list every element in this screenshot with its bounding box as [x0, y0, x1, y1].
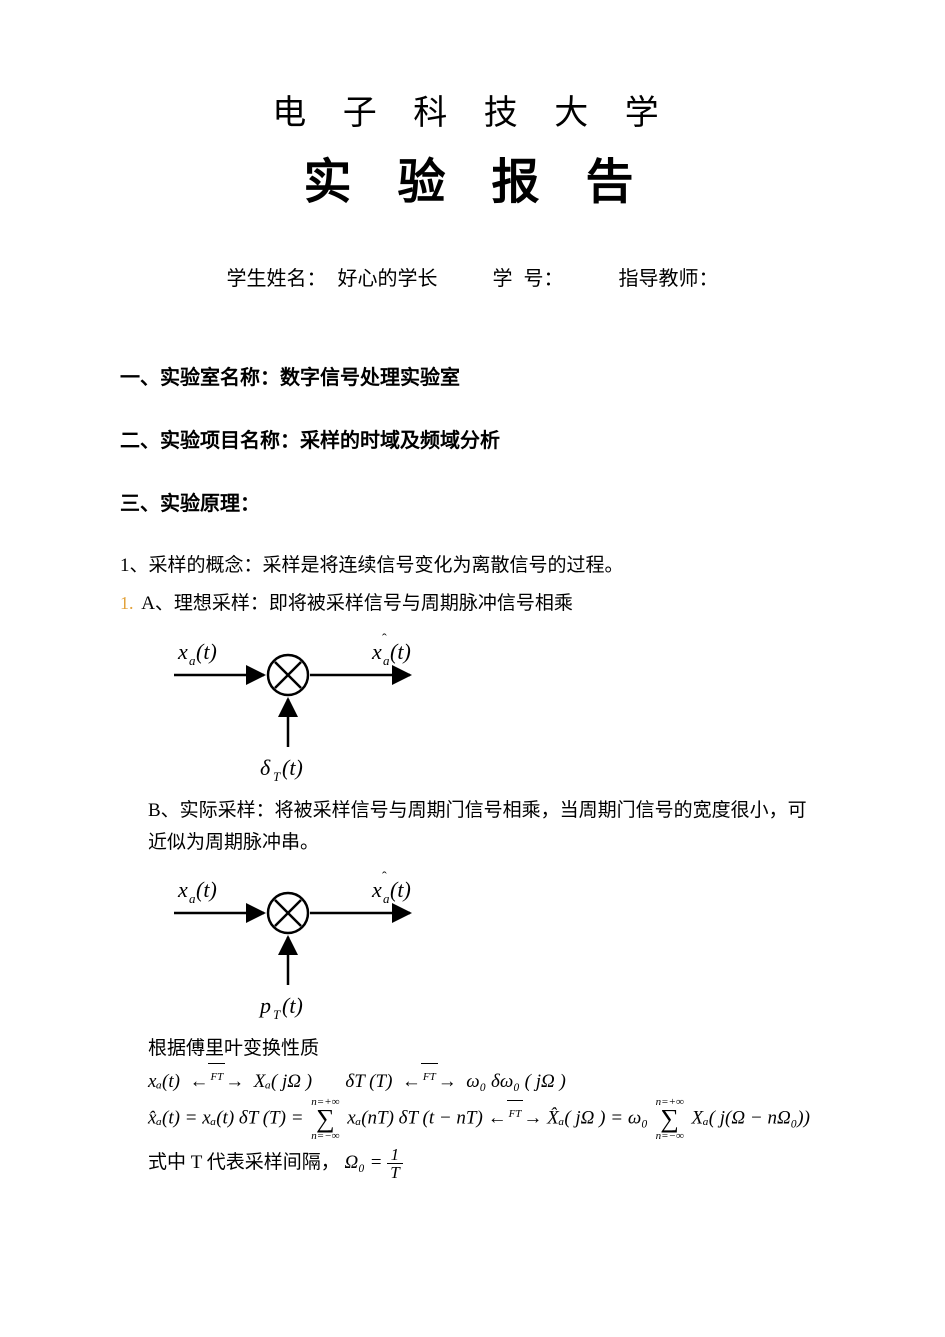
teacher-label: 指导教师：	[619, 268, 719, 290]
diagram-b-in-label: x	[177, 877, 188, 902]
item-b-text: B、实际采样：将被采样信号与周期门信号相乘，当周期门信号的宽度很小，可近似为周期…	[148, 795, 825, 860]
diagram-b-out-label: x	[371, 877, 382, 902]
eq2-a: x̂ₐ(t) = xₐ(t) δT (T) =	[148, 1108, 304, 1129]
svg-text:(t): (t)	[390, 639, 411, 664]
svg-text:ˆ: ˆ	[382, 632, 387, 647]
paragraph-1: 1、采样的概念：采样是将连续信号变化为离散信号的过程。	[120, 550, 825, 582]
university-name: 电 子 科 技 大 学	[120, 85, 825, 134]
eq1-right: Xₐ( jΩ )	[254, 1071, 312, 1092]
diagram-b-bottom-label: p	[258, 993, 271, 1018]
id-label: 学 号：	[493, 268, 564, 290]
item-a-text: A、理想采样：即将被采样信号与周期脉冲信号相乘	[141, 593, 573, 614]
eq1-d: ω₀ δω₀ ( jΩ )	[466, 1071, 566, 1092]
section-3-heading: 三、实验原理：	[120, 487, 825, 516]
eq2-c: X̂ₐ( jΩ ) = ω₀	[547, 1108, 648, 1129]
diagram-a-bottom-label: δ	[260, 755, 271, 780]
fraction-numerator: 1	[387, 1146, 402, 1163]
svg-text:T: T	[273, 1007, 281, 1022]
diagram-a-in-label: x	[177, 639, 188, 664]
equation-line-3: 式中 T 代表采样间隔， Ω₀ = 1 T	[148, 1146, 825, 1181]
svg-text:a: a	[383, 653, 390, 668]
report-title: 实验报告	[120, 142, 825, 212]
student-info-line: 学生姓名： 好心的学长 学 号： 指导教师：	[120, 262, 825, 291]
eq2-b: xₐ(nT) δT (t − nT)	[347, 1108, 483, 1129]
diagram-a-out-label: x	[371, 639, 382, 664]
student-name: 好心的学长	[338, 268, 438, 290]
eq1-c: δT (T)	[345, 1071, 392, 1092]
diagram-a-svg: x a (t) ˆ x a (t) δ T (t)	[160, 629, 460, 784]
summation-icon: n=+∞ ∑ n=−∞	[311, 1097, 339, 1141]
svg-text:a: a	[189, 891, 196, 906]
eq2-d: Xₐ( j(Ω − nΩ₀))	[692, 1108, 810, 1129]
diagram-b: x a (t) ˆ x a (t) p T (t)	[160, 867, 825, 1027]
fraction: 1 T	[387, 1146, 402, 1181]
ft-label: FT	[423, 1071, 436, 1083]
section-1-heading: 一、实验室名称：数字信号处理实验室	[120, 361, 825, 390]
eq3-prefix: 式中 T 代表采样间隔，	[148, 1151, 340, 1172]
eq1-left: xₐ(t)	[148, 1071, 180, 1092]
section-2-heading: 二、实验项目名称：采样的时域及频域分析	[120, 424, 825, 453]
fraction-denominator: T	[387, 1163, 402, 1181]
svg-text:a: a	[383, 891, 390, 906]
equation-line-1: xₐ(t) ←FT→ Xₐ( jΩ ) δT (T) ←FT→ ω₀ δω₀ (…	[148, 1071, 825, 1093]
svg-text:(t): (t)	[390, 877, 411, 902]
svg-text:(t): (t)	[282, 993, 303, 1018]
student-label: 学生姓名：	[227, 268, 327, 290]
diagram-a: x a (t) ˆ x a (t) δ T (t)	[160, 629, 825, 789]
equation-line-2: x̂ₐ(t) = xₐ(t) δT (T) = n=+∞ ∑ n=−∞ xₐ(n…	[148, 1097, 825, 1141]
svg-text:a: a	[189, 653, 196, 668]
diagram-b-svg: x a (t) ˆ x a (t) p T (t)	[160, 867, 460, 1022]
ft-label: FT	[509, 1108, 522, 1120]
ft-label: FT	[210, 1071, 223, 1083]
svg-text:(t): (t)	[282, 755, 303, 780]
svg-text:T: T	[273, 769, 281, 784]
list-marker-icon: 1.	[120, 593, 134, 613]
svg-text:ˆ: ˆ	[382, 870, 387, 885]
fourier-intro-text: 根据傅里叶变换性质	[148, 1033, 825, 1065]
svg-text:(t): (t)	[196, 639, 217, 664]
svg-text:(t): (t)	[196, 877, 217, 902]
summation-icon: n=+∞ ∑ n=−∞	[656, 1097, 684, 1141]
eq3-b: Ω₀ =	[345, 1151, 383, 1172]
item-a-line: 1. A、理想采样：即将被采样信号与周期脉冲信号相乘	[120, 588, 825, 620]
